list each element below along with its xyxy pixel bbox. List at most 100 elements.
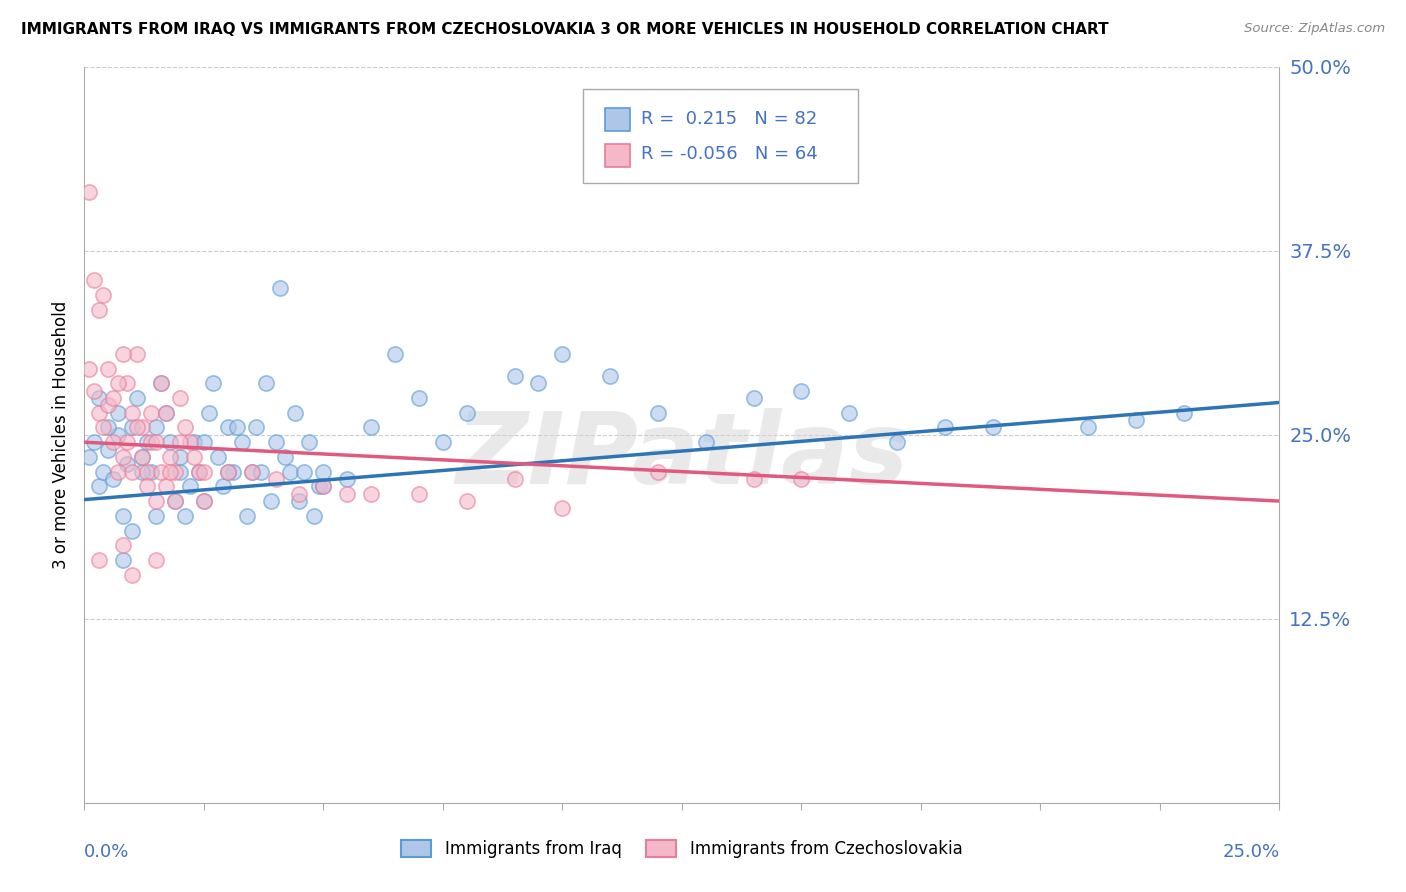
- Point: [217, 465, 239, 479]
- Point: [384, 347, 406, 361]
- Point: [742, 391, 765, 405]
- Point: [83, 435, 105, 450]
- Point: [97, 398, 120, 412]
- Point: [647, 406, 669, 420]
- Point: [254, 376, 277, 391]
- Point: [141, 406, 163, 420]
- Point: [77, 450, 100, 464]
- Point: [101, 472, 124, 486]
- Point: [298, 435, 321, 450]
- Point: [141, 465, 163, 479]
- Point: [169, 450, 191, 464]
- Point: [236, 508, 259, 523]
- Point: [117, 435, 139, 450]
- Point: [121, 524, 143, 538]
- Point: [155, 406, 177, 420]
- Point: [93, 420, 115, 434]
- Point: [145, 494, 167, 508]
- Point: [87, 479, 110, 493]
- Point: [193, 465, 215, 479]
- Point: [742, 472, 765, 486]
- Point: [173, 508, 195, 523]
- Point: [111, 508, 134, 523]
- Point: [312, 479, 335, 493]
- Point: [240, 465, 263, 479]
- Point: [264, 472, 287, 486]
- Point: [111, 553, 134, 567]
- Point: [217, 420, 239, 434]
- Point: [131, 450, 153, 464]
- Point: [183, 450, 205, 464]
- Point: [135, 465, 157, 479]
- Point: [131, 450, 153, 464]
- Point: [97, 420, 120, 434]
- Point: [131, 420, 153, 434]
- Point: [111, 538, 134, 552]
- Point: [188, 465, 211, 479]
- Point: [312, 465, 335, 479]
- Point: [145, 508, 167, 523]
- Point: [77, 185, 100, 199]
- Point: [125, 391, 148, 405]
- Point: [159, 450, 181, 464]
- Point: [240, 465, 263, 479]
- Point: [135, 435, 157, 450]
- Point: [125, 347, 148, 361]
- Point: [308, 479, 330, 493]
- Point: [934, 420, 956, 434]
- Point: [1173, 406, 1195, 420]
- Point: [155, 406, 177, 420]
- Point: [117, 457, 139, 471]
- Point: [159, 435, 181, 450]
- Point: [97, 442, 120, 457]
- Point: [165, 465, 187, 479]
- Point: [83, 384, 105, 398]
- Point: [149, 376, 172, 391]
- Point: [97, 361, 120, 376]
- Point: [125, 420, 148, 434]
- Text: IMMIGRANTS FROM IRAQ VS IMMIGRANTS FROM CZECHOSLOVAKIA 3 OR MORE VEHICLES IN HOU: IMMIGRANTS FROM IRAQ VS IMMIGRANTS FROM …: [21, 22, 1109, 37]
- Point: [790, 472, 813, 486]
- Point: [145, 435, 167, 450]
- Point: [145, 420, 167, 434]
- Text: ZIPatlas: ZIPatlas: [456, 409, 908, 506]
- Point: [83, 273, 105, 287]
- Point: [107, 465, 129, 479]
- Point: [360, 420, 382, 434]
- Point: [193, 435, 215, 450]
- Point: [456, 406, 478, 420]
- Point: [87, 391, 110, 405]
- Y-axis label: 3 or more Vehicles in Household: 3 or more Vehicles in Household: [52, 301, 70, 569]
- Point: [221, 465, 243, 479]
- Text: R =  0.215   N = 82: R = 0.215 N = 82: [641, 110, 817, 128]
- Point: [336, 472, 359, 486]
- Point: [193, 494, 215, 508]
- Point: [101, 391, 124, 405]
- Point: [312, 479, 335, 493]
- Point: [87, 406, 110, 420]
- Point: [165, 494, 187, 508]
- Point: [695, 435, 717, 450]
- Point: [1077, 420, 1099, 434]
- Point: [838, 406, 860, 420]
- Point: [131, 465, 153, 479]
- Point: [193, 494, 215, 508]
- Point: [169, 465, 191, 479]
- Point: [159, 465, 181, 479]
- Point: [336, 487, 359, 501]
- Point: [269, 281, 291, 295]
- Point: [599, 369, 621, 384]
- Point: [456, 494, 478, 508]
- Point: [141, 435, 163, 450]
- Point: [250, 465, 273, 479]
- Point: [278, 465, 301, 479]
- Point: [77, 361, 100, 376]
- Point: [197, 406, 219, 420]
- Point: [503, 369, 526, 384]
- Point: [188, 465, 211, 479]
- Point: [107, 427, 129, 442]
- Point: [408, 391, 430, 405]
- Point: [121, 406, 143, 420]
- Point: [288, 494, 311, 508]
- Point: [149, 465, 172, 479]
